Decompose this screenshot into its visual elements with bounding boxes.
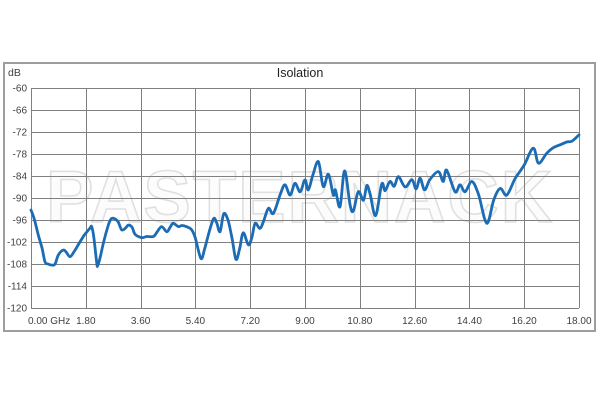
svg-text:12.60: 12.60: [402, 316, 427, 327]
svg-text:-90: -90: [13, 194, 28, 205]
svg-text:-96: -96: [13, 216, 28, 227]
svg-text:18.00: 18.00: [566, 316, 591, 327]
svg-text:3.60: 3.60: [131, 316, 151, 327]
svg-text:-84: -84: [13, 172, 28, 183]
svg-text:-114: -114: [8, 282, 28, 293]
svg-text:1.80: 1.80: [76, 316, 96, 327]
svg-text:0.00 GHz: 0.00 GHz: [28, 316, 70, 327]
svg-text:5.40: 5.40: [186, 316, 206, 327]
svg-text:14.40: 14.40: [457, 316, 482, 327]
svg-text:10.80: 10.80: [347, 316, 372, 327]
svg-text:-102: -102: [7, 238, 27, 249]
watermark-text: PASTERNACK: [46, 157, 554, 238]
y-axis-tick-labels: -60 -66 -72 -78 -84 -90 -96 -102 -108 -114 -120: [7, 84, 27, 315]
svg-text:7.20: 7.20: [240, 316, 260, 327]
y-axis-unit-label: dB: [8, 67, 21, 79]
svg-text:-60: -60: [13, 84, 28, 95]
svg-text:-72: -72: [13, 128, 28, 139]
svg-text:9.00: 9.00: [295, 316, 315, 327]
gridlines: [31, 88, 580, 309]
svg-text:16.20: 16.20: [512, 316, 537, 327]
svg-text:-108: -108: [7, 260, 27, 271]
svg-text:-120: -120: [7, 304, 27, 315]
x-axis-tick-labels: 0.00 GHz 1.80 3.60 5.40 7.20 9.00 10.80 12.60 14…: [28, 316, 592, 327]
chart-title: Isolation: [276, 66, 324, 80]
isolation-curve: [29, 133, 581, 268]
svg-text:-78: -78: [13, 150, 28, 161]
svg-text:-66: -66: [13, 106, 28, 117]
